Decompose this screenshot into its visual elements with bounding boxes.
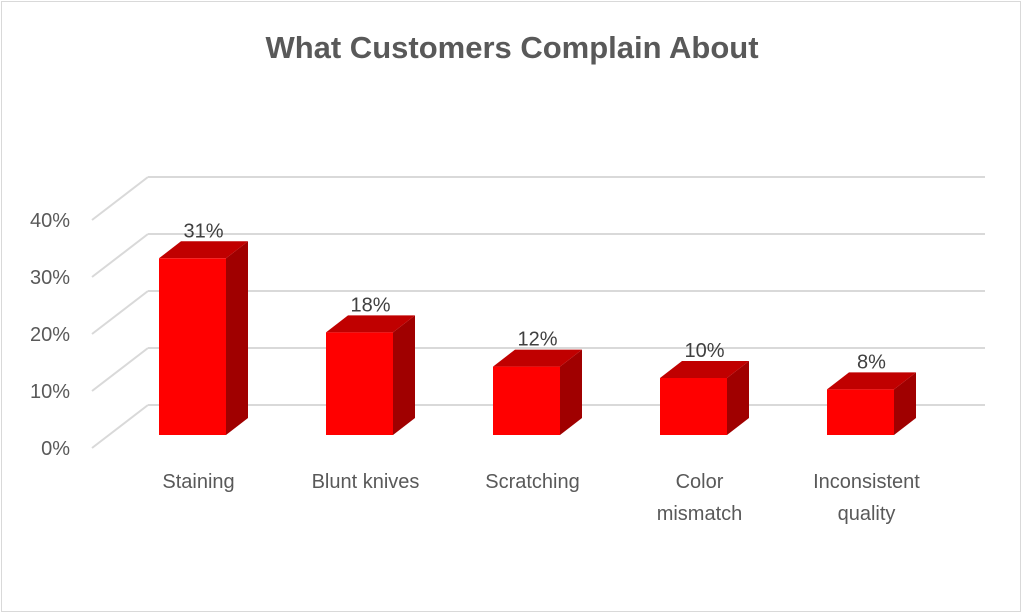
bar-side [560, 349, 582, 435]
category-label: Inconsistent quality [813, 471, 920, 525]
bar-side [226, 241, 248, 435]
bar: 12% [493, 329, 582, 435]
gridline-side [91, 290, 149, 335]
category-label: Blunt knives [312, 471, 420, 493]
category-label: Color mismatch [657, 471, 743, 525]
bar-front [159, 258, 226, 435]
y-tick-label: 0% [41, 438, 70, 460]
gridline-side [91, 404, 149, 449]
y-tick-label: 20% [30, 324, 70, 346]
bar-top [660, 361, 749, 378]
bar-front [493, 366, 560, 435]
data-label: 12% [517, 329, 557, 351]
bar-top [493, 349, 582, 367]
bar-top [827, 372, 916, 390]
bar: 8% [827, 351, 916, 435]
bar: 18% [326, 294, 415, 435]
data-label: 31% [183, 220, 223, 242]
data-label: 10% [684, 340, 724, 362]
gridline-side [91, 176, 149, 221]
chart-title: What Customers Complain About [265, 30, 758, 65]
data-label: 8% [857, 351, 886, 373]
y-tick-label: 10% [30, 381, 70, 403]
category-label: Staining [162, 471, 234, 493]
bar-side [894, 372, 916, 435]
bar-front [326, 332, 393, 435]
bar-top [159, 241, 248, 259]
y-tick-label: 40% [30, 210, 70, 232]
bar: 31% [159, 220, 248, 435]
bar: 10% [660, 340, 749, 435]
bar-side [727, 361, 749, 435]
bar-front [660, 378, 727, 435]
bar-front [827, 389, 894, 435]
y-tick-label: 30% [30, 267, 70, 289]
bar-side [393, 315, 415, 435]
bar-top [326, 315, 415, 333]
gridline-side [91, 347, 149, 392]
category-label: Scratching [485, 471, 580, 493]
data-label: 18% [350, 294, 390, 316]
gridline-side [91, 233, 149, 278]
